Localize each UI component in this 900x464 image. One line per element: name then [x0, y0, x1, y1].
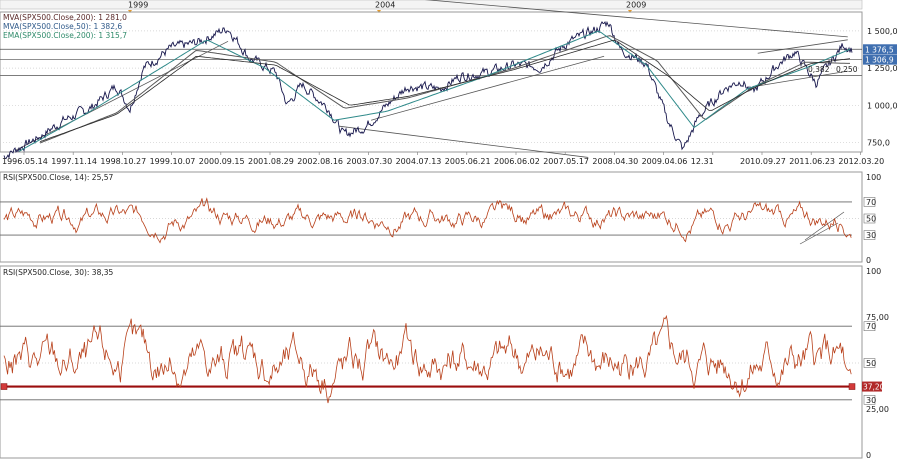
price-badge-1: 1 306,9	[865, 56, 894, 65]
ema200-series-line	[39, 39, 851, 142]
rsi30-ref-badge: 37,20	[863, 383, 885, 392]
x-tick-5: 2001.08.29	[248, 157, 294, 166]
rsi30-ybox-3	[863, 358, 876, 368]
price-y-tick-1: 1 250,0	[867, 64, 898, 73]
x-tick-6: 2002.08.16	[297, 157, 343, 166]
top-axis: 1999 2004 2009	[0, 0, 863, 13]
x-tick-9: 2005.06.21	[445, 157, 491, 166]
rsi30-y-tick-4: 30	[866, 396, 876, 405]
rsi30-ref-handle-left	[0, 383, 8, 390]
price-y-tick-3: 750,0	[867, 139, 890, 148]
price-panel-frame	[0, 11, 863, 153]
rsi30-y-tick-6: 0	[866, 451, 871, 460]
trend-line-4	[757, 70, 848, 87]
rsi14-y-tick-0: 100	[866, 173, 881, 182]
price-badge-0: 1 376,5	[865, 45, 894, 54]
rsi14-trend-a	[799, 222, 839, 245]
legend-mva200: MVA(SPX500.Close,200): 1 281,0	[3, 13, 127, 22]
rsi30-y-tick-0: 100	[866, 267, 881, 276]
rsi30-y-tick-5: 25,00	[866, 405, 889, 414]
price-series-line	[3, 20, 853, 160]
x-tick-4: 2000.09.15	[199, 157, 245, 166]
trend-line-0	[424, 0, 848, 38]
price-y-tick-0: 1 500,0	[867, 27, 898, 36]
x-tick-2: 1998.10.27	[100, 157, 146, 166]
rsi30-ybox-2	[863, 321, 876, 332]
x-tick-3: 1999.10.07	[150, 157, 196, 166]
legend-mva50: MVA(SPX500.Close,50): 1 382,6	[3, 22, 122, 31]
mva50-series-line	[18, 30, 851, 152]
rsi30-y-tick-3: 50	[866, 359, 876, 368]
rsi30-ref-badge-bg	[862, 381, 882, 392]
price-y-tick-2: 1 000,0	[867, 101, 898, 110]
top-year-1999: 1999	[128, 1, 148, 10]
x-tick-14: 12.31	[691, 157, 714, 166]
rsi14-title: RSI(SPX500.Close, 14): 25,57	[3, 173, 114, 182]
rsi30-ref-handle-right	[848, 383, 856, 390]
fib-label-0250: 0,250	[836, 65, 858, 74]
rsi30-panel-frame	[0, 265, 863, 459]
rsi30-title: RSI(SPX500.Close, 30): 38,35	[3, 268, 114, 277]
rsi14-series-line	[3, 197, 852, 244]
x-tick-11: 2007.05.17	[543, 157, 589, 166]
rsi30-series-line	[3, 314, 852, 404]
trend-line-2	[370, 55, 605, 121]
rsi14-trend-b	[804, 211, 845, 241]
x-tick-1: 1997.11.14	[51, 157, 97, 166]
price-badge-bg-1	[863, 54, 897, 65]
x-tick-13: 2009.04.06	[642, 157, 688, 166]
rsi14-ybox-2	[863, 213, 876, 224]
rsi30-ybox-4	[863, 394, 876, 405]
x-tick-16: 2011.06.23	[789, 157, 835, 166]
top-year-2009: 2009	[626, 1, 646, 10]
top-year-2004: 2004	[375, 1, 395, 10]
rsi14-panel-frame	[0, 171, 863, 263]
rsi14-y-tick-2: 50	[866, 215, 876, 224]
rsi14-y-tick-3: 30	[866, 231, 876, 240]
x-tick-15: 2010.09.27	[740, 157, 786, 166]
rsi30-y-tick-2: 70	[866, 322, 876, 331]
rsi14-ybox-3	[863, 230, 876, 240]
rsi14-y-tick-1: 70	[866, 198, 876, 207]
trend-line-3	[757, 39, 848, 54]
rsi30-panel: RSI(SPX500.Close, 30): 38,35 37,20 100 75…	[0, 265, 889, 460]
trend-line-5	[339, 125, 589, 158]
rsi14-y-tick-4: 0	[866, 256, 871, 265]
x-tick-0: 1996.05.14	[2, 157, 48, 166]
price-badge-bg-0	[863, 44, 897, 55]
x-tick-12: 2008.04.30	[592, 157, 638, 166]
rsi14-ybox-1	[863, 197, 876, 207]
price-panel: MVA(SPX500.Close,200): 1 281,0 MVA(SPX50…	[0, 0, 898, 160]
rsi14-panel: RSI(SPX500.Close, 14): 25,57 100 70 50 30 0	[0, 171, 881, 265]
rsi30-y-tick-1: 75,00	[866, 313, 889, 322]
legend-ema200: EMA(SPX500.Close,200): 1 315,7	[3, 31, 127, 40]
fib-label-0382: 0,382	[808, 65, 830, 74]
x-tick-7: 2003.07.30	[346, 157, 392, 166]
x-axis: 1996.05.14 1997.11.14 1998.10.27 1999.10.07…	[2, 152, 884, 166]
x-tick-10: 2006.06.02	[494, 157, 540, 166]
x-tick-17: 2012.03.20	[838, 157, 884, 166]
x-tick-8: 2004.07.13	[396, 157, 442, 166]
